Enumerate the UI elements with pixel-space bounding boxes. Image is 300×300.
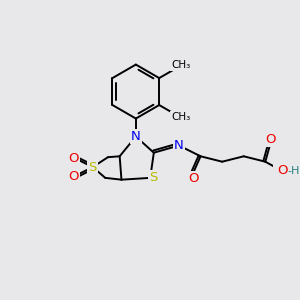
Text: S: S bbox=[149, 171, 157, 184]
Text: O: O bbox=[266, 133, 276, 146]
Text: N: N bbox=[174, 139, 184, 152]
Text: -H: -H bbox=[288, 166, 300, 176]
Text: O: O bbox=[69, 169, 79, 183]
Text: N: N bbox=[131, 130, 141, 143]
Text: O: O bbox=[69, 152, 79, 165]
Text: CH₃: CH₃ bbox=[171, 112, 190, 122]
Text: CH₃: CH₃ bbox=[171, 61, 190, 70]
Text: O: O bbox=[188, 172, 199, 185]
Text: O: O bbox=[277, 164, 288, 177]
Text: S: S bbox=[88, 160, 97, 174]
